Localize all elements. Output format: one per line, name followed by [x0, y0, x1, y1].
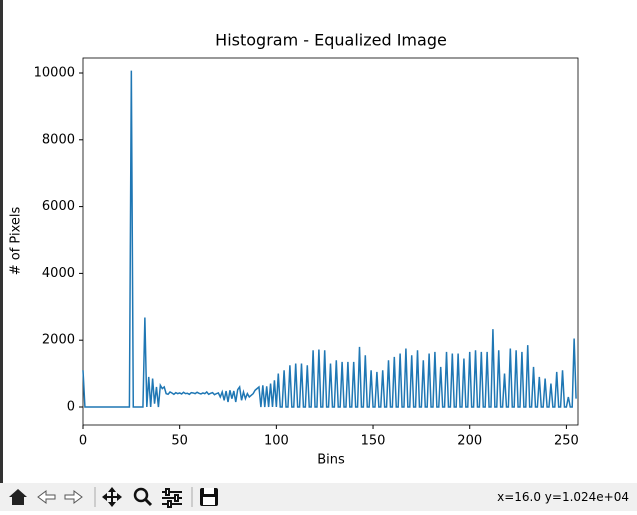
- y-tick-label: 8000: [42, 132, 75, 147]
- x-tick-label: 50: [171, 434, 188, 449]
- toolbar: [0, 483, 637, 511]
- chart-title: Histogram - Equalized Image: [215, 31, 447, 50]
- y-tick-label: 6000: [42, 199, 75, 214]
- status-text: x=16.0 y=1.024e+04: [497, 490, 629, 504]
- back-button[interactable]: [37, 490, 56, 504]
- home-button[interactable]: [9, 489, 27, 505]
- y-axis-label: # of Pixels: [9, 207, 24, 276]
- histogram-line: [82, 70, 577, 408]
- chart: Histogram - Equalized Image Bins # of Pi…: [9, 31, 579, 468]
- x-tick-label: 100: [264, 434, 289, 449]
- y-tick-label: 10000: [34, 65, 75, 80]
- x-tick-label: 150: [361, 434, 386, 449]
- configure-button[interactable]: [162, 488, 182, 508]
- y-tick-label: 4000: [42, 266, 75, 281]
- save-button[interactable]: [200, 488, 218, 506]
- toolbar-icons: [9, 487, 218, 508]
- pan-button[interactable]: [102, 487, 122, 507]
- x-tick-label: 200: [457, 434, 482, 449]
- window-border: [0, 0, 3, 483]
- plot-frame: [82, 57, 579, 426]
- x-axis-label: Bins: [317, 453, 345, 468]
- zoom-button[interactable]: [133, 487, 149, 503]
- forward-button[interactable]: [64, 490, 83, 504]
- y-tick-label: 2000: [42, 333, 75, 348]
- x-tick-label: 250: [554, 434, 579, 449]
- x-tick-label: 0: [79, 434, 87, 449]
- y-tick-label: 0: [67, 399, 75, 414]
